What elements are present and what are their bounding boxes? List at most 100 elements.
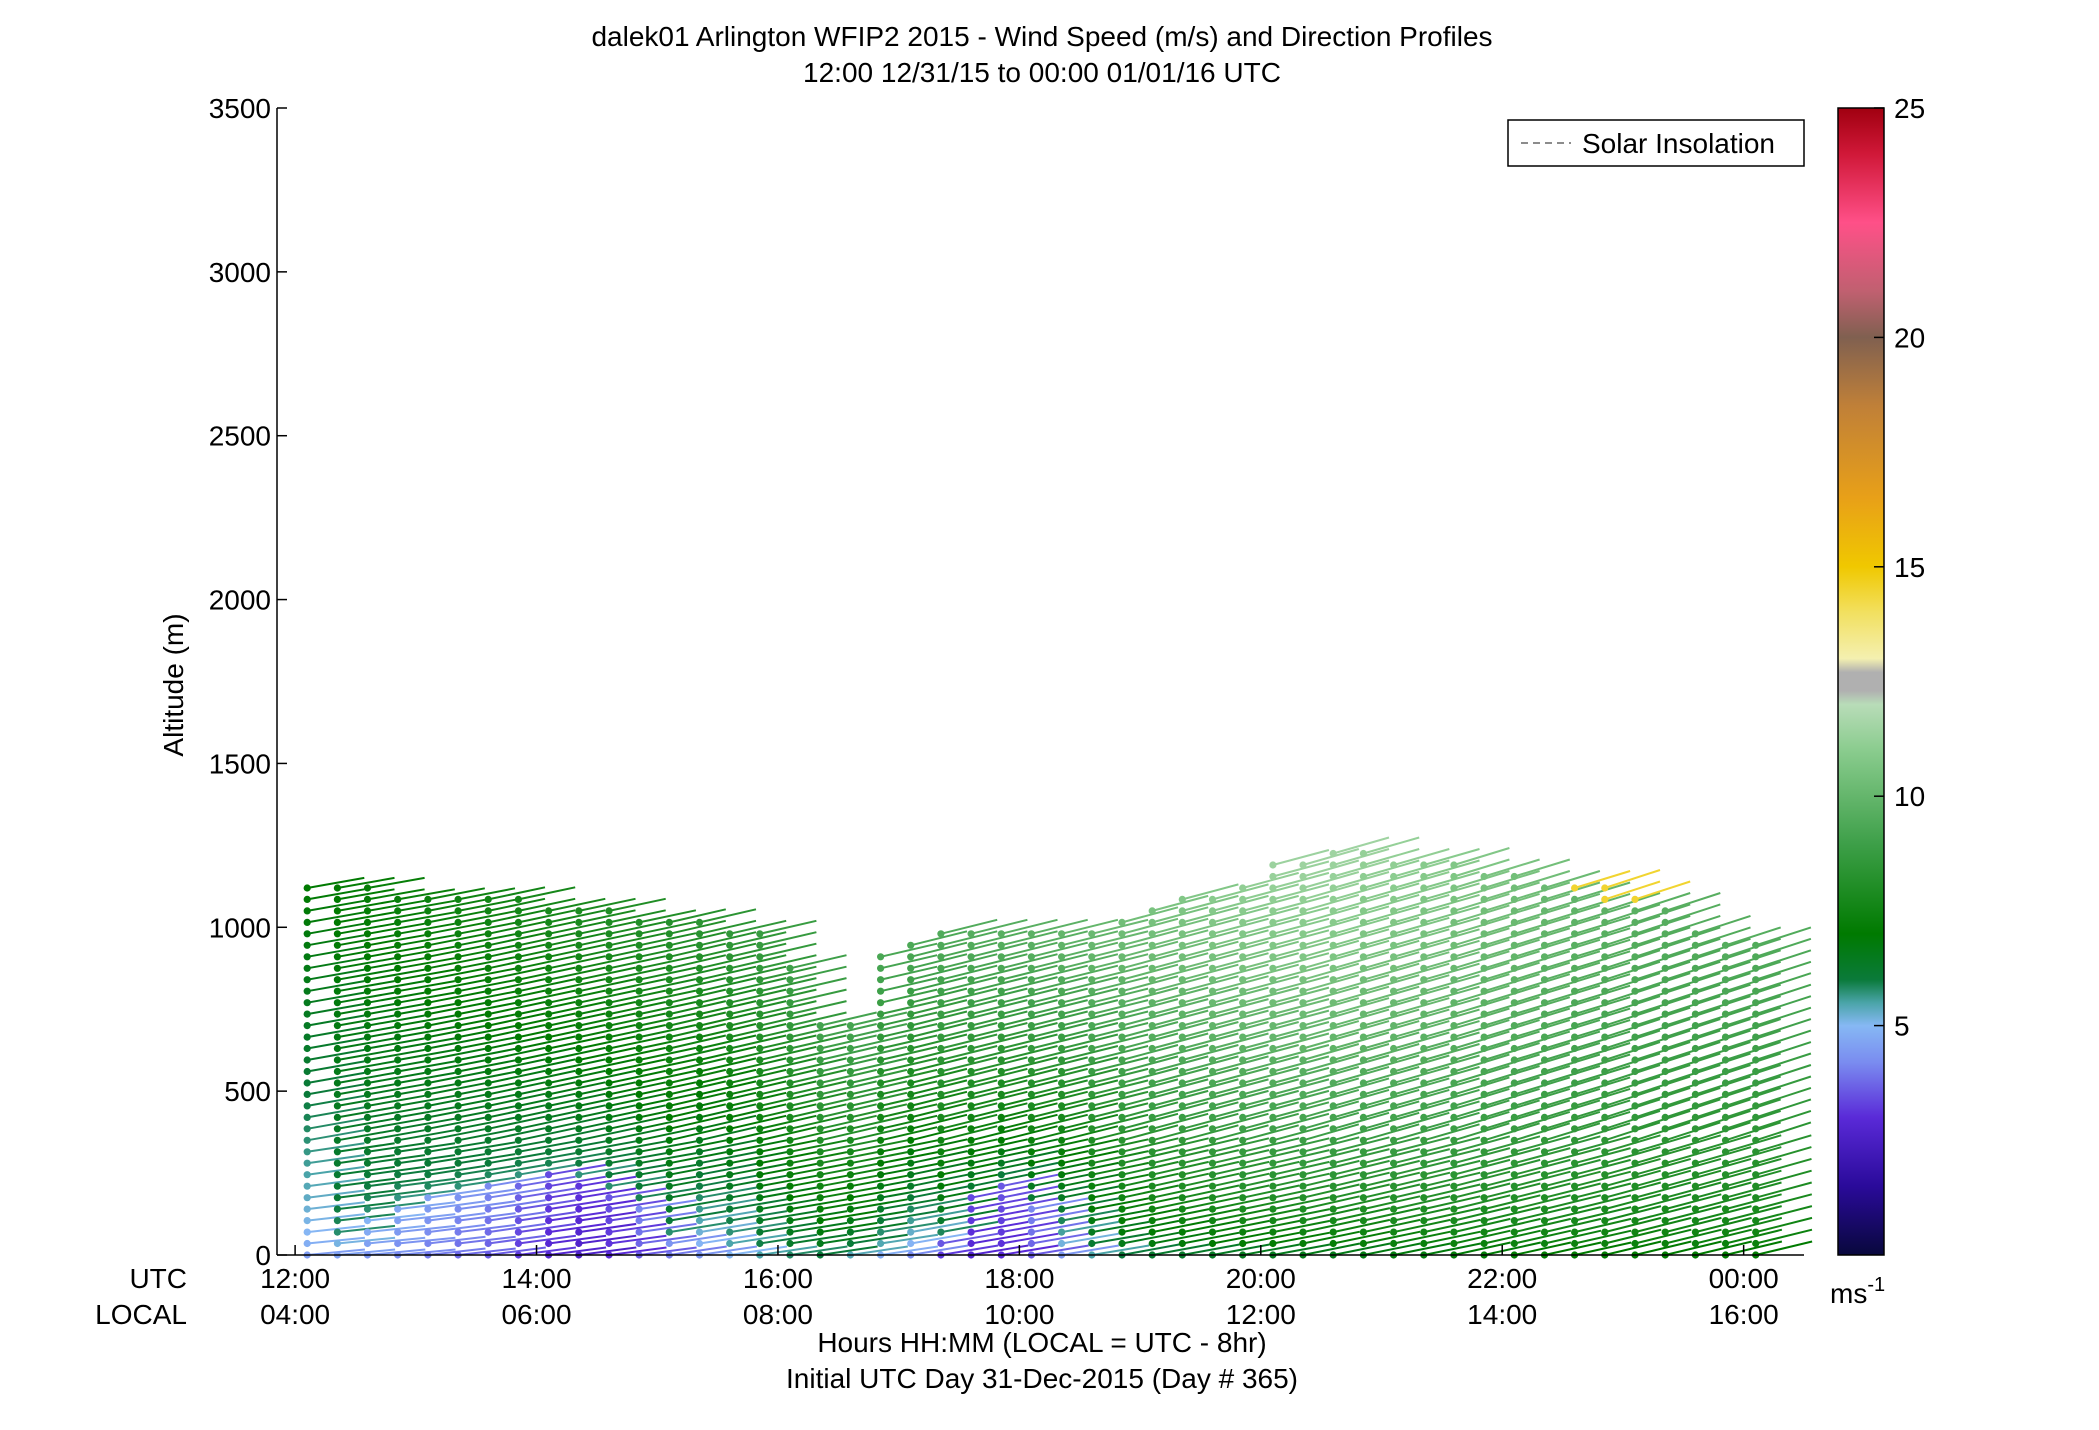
- wind-barb: [910, 1067, 968, 1084]
- wind-barb: [970, 1161, 1029, 1176]
- wind-barb: [1544, 938, 1601, 958]
- wind-barb: [427, 1200, 486, 1211]
- wind-point: [1480, 1010, 1488, 1018]
- wind-point: [1540, 976, 1549, 984]
- wind-point: [846, 1217, 855, 1225]
- wind-point: [424, 1102, 432, 1110]
- wind-barb: [880, 1198, 938, 1211]
- wind-barb: [1212, 1124, 1269, 1142]
- wind-point: [1510, 987, 1518, 995]
- wind-point: [1027, 1022, 1035, 1030]
- wind-point: [877, 1136, 885, 1144]
- wind-point: [1058, 1171, 1066, 1179]
- wind-barb: [759, 1045, 817, 1061]
- wind-barb: [1272, 917, 1330, 935]
- wind-barb: [1483, 1241, 1542, 1256]
- wind-barb: [1664, 1181, 1722, 1199]
- wind-barb: [397, 1014, 455, 1027]
- wind-barb: [1121, 1021, 1179, 1039]
- wind-barb: [397, 1037, 455, 1050]
- wind-point: [1601, 895, 1609, 904]
- wind-barb: [1001, 1045, 1058, 1061]
- wind-barb: [1483, 1229, 1541, 1245]
- wind-barb: [1363, 974, 1420, 993]
- wind-barb: [638, 1234, 697, 1245]
- wind-barb: [819, 1023, 877, 1039]
- wind-point: [816, 1044, 824, 1053]
- wind-point: [1208, 1044, 1217, 1053]
- wind-barb: [1453, 961, 1510, 981]
- wind-barb: [518, 1211, 576, 1222]
- wind-point: [726, 1067, 734, 1076]
- wind-point: [1239, 884, 1247, 892]
- wind-point: [1299, 1102, 1307, 1110]
- wind-barb: [1544, 1042, 1601, 1061]
- wind-barb: [789, 1068, 847, 1084]
- wind-barb: [789, 977, 847, 993]
- wind-barb: [759, 931, 817, 947]
- wind-point: [1058, 987, 1066, 995]
- wind-barb: [337, 876, 395, 889]
- wind-barb: [1514, 892, 1571, 912]
- wind-point: [967, 976, 975, 984]
- wind-barb: [1121, 1078, 1179, 1096]
- wind-point: [786, 1022, 794, 1030]
- wind-barb: [397, 911, 455, 924]
- wind-barb: [1031, 1022, 1088, 1039]
- wind-barb: [1121, 940, 1179, 958]
- wind-point: [1148, 976, 1156, 984]
- wind-barb: [1453, 915, 1510, 935]
- wind-point: [333, 1033, 341, 1041]
- wind-point: [394, 918, 402, 927]
- wind-point: [1420, 861, 1428, 869]
- wind-point: [997, 964, 1005, 972]
- wind-barb: [1604, 1064, 1661, 1084]
- wind-point: [575, 930, 583, 938]
- wind-point: [1752, 953, 1760, 961]
- wind-barb: [1061, 987, 1119, 1004]
- wind-point: [484, 1194, 492, 1202]
- wind-barb: [910, 1161, 968, 1176]
- wind-point: [303, 1194, 311, 1202]
- wind-point: [1118, 1044, 1126, 1053]
- legend: Solar Insolation: [1507, 119, 1805, 167]
- wind-barb: [1574, 1087, 1631, 1107]
- wind-barb: [1664, 1006, 1721, 1027]
- wind-point: [1691, 987, 1699, 995]
- wind-point: [967, 1056, 975, 1064]
- wind-point: [846, 1090, 855, 1098]
- wind-point: [394, 895, 402, 904]
- wind-point: [424, 999, 432, 1007]
- x-tick-label-utc: 20:00: [1226, 1263, 1296, 1294]
- wind-point: [1540, 1056, 1549, 1064]
- wind-point: [484, 1136, 492, 1144]
- wind-point: [1631, 1010, 1639, 1018]
- wind-barb: [1242, 975, 1299, 993]
- wind-point: [756, 1171, 764, 1179]
- wind-point: [514, 1194, 523, 1202]
- wind-point: [877, 987, 885, 995]
- wind-barb: [578, 1001, 636, 1016]
- wind-barb: [1091, 1150, 1149, 1165]
- wind-point: [877, 1067, 885, 1076]
- wind-point: [907, 1148, 915, 1156]
- wind-point: [1299, 1113, 1307, 1121]
- wind-barb: [307, 1177, 365, 1188]
- wind-point: [1571, 930, 1579, 938]
- wind-barb: [1423, 1111, 1480, 1130]
- wind-point: [394, 1079, 402, 1087]
- wind-point: [1661, 1228, 1669, 1236]
- wind-barb: [1363, 1031, 1420, 1050]
- wind-point: [1661, 1239, 1669, 1248]
- wind-point: [1571, 884, 1579, 892]
- wind-barb: [1453, 1099, 1510, 1119]
- wind-point: [1088, 1171, 1096, 1179]
- wind-barb: [1695, 1041, 1751, 1061]
- wind-barb: [1423, 893, 1480, 912]
- wind-barb: [397, 945, 455, 958]
- wind-point: [1571, 1217, 1579, 1225]
- wind-point: [1359, 1044, 1367, 1053]
- wind-barb: [880, 1210, 938, 1222]
- wind-barb: [367, 968, 425, 981]
- wind-point: [1088, 1022, 1096, 1030]
